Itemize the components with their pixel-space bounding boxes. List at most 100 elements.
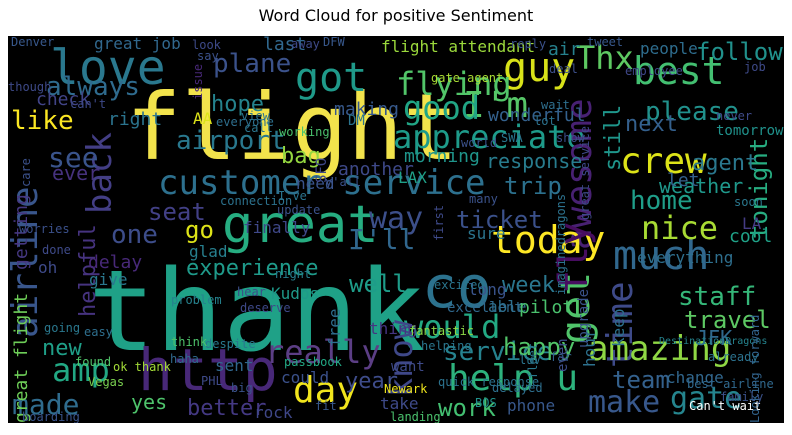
word-well: well	[349, 270, 407, 298]
word-destinationdragons: DestinationDragons	[659, 336, 768, 347]
word-cloud: flight thank great http co love customer servi…	[8, 36, 784, 423]
word-i-m: I'm	[463, 85, 529, 126]
word-worries: worries	[19, 222, 70, 236]
word-follow: follow	[696, 38, 783, 66]
word-fantastic: fantastic	[409, 324, 475, 338]
word-kudos: Kudos	[271, 284, 320, 303]
word-thing: thing	[369, 319, 418, 338]
word-easy: easy	[84, 325, 113, 339]
word-help-u: help u	[448, 358, 579, 399]
word-people: people	[640, 39, 698, 58]
word-excited: excited	[434, 278, 485, 292]
word-world: world	[461, 136, 498, 150]
word-trip: trip	[504, 172, 562, 200]
word-best-airline: best airline	[687, 377, 774, 391]
word-made: made	[12, 388, 80, 421]
word-could: could	[281, 368, 330, 387]
word-thank: thank	[88, 247, 426, 377]
word-rock: rock	[254, 403, 293, 422]
word-service: service	[443, 337, 553, 367]
word-tomorrow: tomorrow	[716, 123, 784, 139]
word-give: give	[89, 270, 128, 289]
word-gate-agent: gate agent	[431, 71, 504, 85]
word-able: able	[488, 297, 527, 316]
chart-title: Word Cloud for positive Sentiment	[258, 6, 534, 25]
word-good: good	[403, 89, 481, 127]
word-team: team	[612, 366, 670, 394]
word-flying: flying	[396, 65, 512, 103]
word-ever: ever	[52, 161, 101, 185]
word-even: even	[555, 338, 571, 372]
word-connection: connection	[220, 194, 293, 208]
word-work: work	[438, 394, 496, 422]
word-morning: morning	[404, 146, 480, 167]
word-everyone: everyone	[216, 115, 274, 129]
word-ok-thank: ok thank	[113, 360, 171, 374]
word-issue: issue	[191, 63, 205, 100]
word-travel: travel	[684, 306, 771, 334]
word-newark: Newark	[384, 382, 428, 396]
word-amazing: amazing	[588, 329, 732, 369]
word-employee: employee	[625, 64, 683, 78]
word-imaginedragons: imaginedragons	[554, 193, 568, 295]
word-luv: luv	[519, 353, 541, 367]
word-guy: guy	[503, 45, 576, 91]
word-though: though	[8, 80, 52, 94]
word-much: much	[613, 233, 710, 279]
word-delayed: delayed	[492, 381, 543, 395]
word-better: better	[187, 396, 267, 421]
word-always: always	[46, 72, 140, 102]
word-air: air	[548, 39, 581, 60]
word-great-job: great job	[94, 36, 181, 53]
word-love: love	[50, 40, 166, 96]
word-thx: Thx	[576, 39, 634, 77]
word-passbook: passbook	[284, 355, 342, 369]
word-update: update	[277, 203, 321, 217]
word-soon: soon	[734, 195, 763, 209]
word-deal: deal	[549, 62, 578, 76]
word-experience: experience	[186, 256, 319, 281]
word-agent: agent	[692, 151, 759, 176]
word-found: found	[75, 355, 112, 369]
word-see: see	[48, 141, 99, 174]
word-change: change	[666, 368, 724, 387]
word-free: free	[325, 308, 344, 347]
word-fit: fit	[315, 399, 337, 413]
word-working: working	[279, 125, 330, 139]
word-ticket: ticket	[456, 206, 543, 234]
word-need: need	[296, 174, 335, 193]
word-great: great	[222, 195, 379, 255]
word-sent: sent	[215, 356, 254, 375]
word-wonderful: wonderful	[488, 105, 586, 126]
word-delay: delay	[88, 252, 143, 273]
word-away: away	[291, 37, 320, 51]
word-let: let	[667, 170, 700, 191]
word-tweet: tweet	[587, 36, 624, 49]
word-think: think	[171, 335, 208, 349]
word-day: day	[293, 370, 359, 411]
word-amp: amp	[52, 351, 110, 389]
word-cool: cool	[729, 226, 773, 247]
word-please: please	[645, 97, 739, 127]
word-response: response	[486, 149, 583, 173]
word-fleet: fleet	[526, 342, 540, 379]
word-take: take	[380, 394, 419, 413]
word-staff: staff	[678, 282, 757, 312]
word-sure: sure	[467, 224, 506, 243]
word-crew: crew	[620, 141, 707, 182]
word-making: making	[334, 99, 400, 120]
word-helping: helping	[421, 339, 472, 353]
word-would: would	[404, 308, 501, 346]
word-seat: seat	[148, 198, 206, 226]
word-y-all: y'all	[325, 175, 362, 189]
word-aa: AA	[193, 109, 213, 128]
word-week: week	[502, 273, 555, 298]
word-phl: PHL	[201, 374, 223, 388]
word-reply: reply	[510, 37, 547, 51]
word-plane: plane	[213, 49, 292, 79]
word-still: still	[601, 104, 626, 171]
word-bag: bag	[281, 144, 321, 169]
word-yes: yes	[131, 390, 168, 414]
word-happy: happy	[503, 333, 576, 361]
word-can-t: can't	[70, 97, 107, 111]
